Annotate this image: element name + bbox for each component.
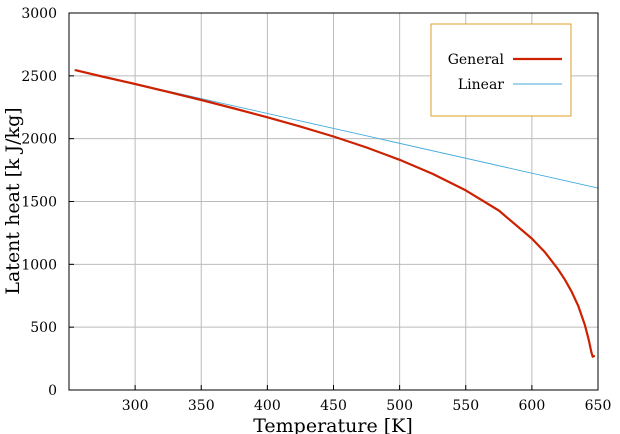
y-tick-label: 2500: [21, 69, 57, 85]
legend-label-linear: Linear: [458, 77, 504, 93]
x-tick-label: 500: [386, 398, 413, 414]
x-axis-label: Temperature [K]: [253, 415, 413, 434]
x-tick-label: 450: [320, 398, 347, 414]
plot-series: [74, 69, 599, 358]
y-tick-label: 0: [48, 383, 57, 399]
x-tick-label: 350: [188, 398, 215, 414]
x-tick-label: 550: [452, 398, 479, 414]
x-tick-label: 400: [254, 398, 281, 414]
y-tick-label: 1500: [21, 195, 57, 211]
y-tick-label: 2000: [21, 132, 57, 148]
x-tick-label: 650: [585, 398, 612, 414]
x-tick-label: 300: [122, 398, 149, 414]
legend: General Linear: [430, 23, 572, 117]
legend-label-general: General: [448, 52, 505, 68]
x-tick-label: 600: [519, 398, 546, 414]
y-axis-label: Latent heat [k J/kg]: [2, 107, 24, 294]
y-tick-label: 3000: [21, 6, 57, 22]
series-line-general: [74, 69, 596, 358]
axis-ticks: 300 350 400 450 500 550 600 650 0 500 1000 1500 2000…: [21, 6, 611, 414]
y-tick-label: 1000: [21, 257, 57, 273]
y-tick-label: 500: [30, 320, 57, 336]
legend-box: [430, 23, 572, 117]
